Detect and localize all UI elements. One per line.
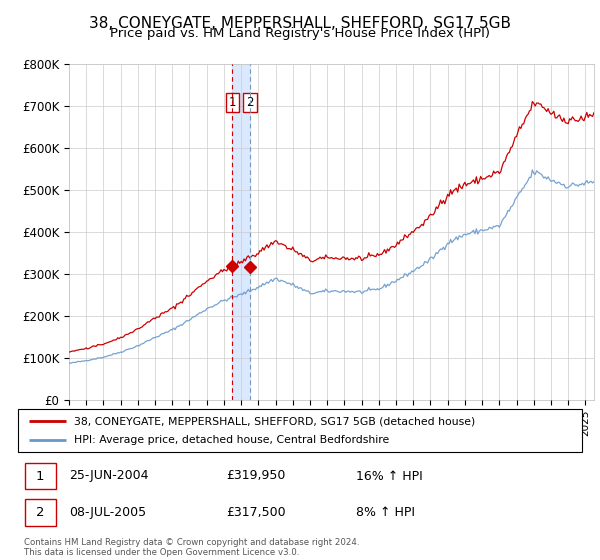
Text: 16% ↑ HPI: 16% ↑ HPI (356, 469, 423, 483)
Text: 1: 1 (36, 469, 44, 483)
Text: Price paid vs. HM Land Registry's House Price Index (HPI): Price paid vs. HM Land Registry's House … (110, 27, 490, 40)
Text: 1: 1 (229, 96, 236, 109)
Text: 2: 2 (36, 506, 44, 519)
Text: HPI: Average price, detached house, Central Bedfordshire: HPI: Average price, detached house, Cent… (74, 435, 389, 445)
Text: 8% ↑ HPI: 8% ↑ HPI (356, 506, 415, 519)
Text: 38, CONEYGATE, MEPPERSHALL, SHEFFORD, SG17 5GB: 38, CONEYGATE, MEPPERSHALL, SHEFFORD, SG… (89, 16, 511, 31)
Text: 2: 2 (247, 96, 254, 109)
Text: 08-JUL-2005: 08-JUL-2005 (69, 506, 146, 519)
Bar (25, 463, 56, 489)
Text: Contains HM Land Registry data © Crown copyright and database right 2024.
This d: Contains HM Land Registry data © Crown c… (24, 538, 359, 557)
Text: 38, CONEYGATE, MEPPERSHALL, SHEFFORD, SG17 5GB (detached house): 38, CONEYGATE, MEPPERSHALL, SHEFFORD, SG… (74, 416, 476, 426)
Bar (25, 499, 56, 526)
Text: £319,950: £319,950 (227, 469, 286, 483)
Text: 25-JUN-2004: 25-JUN-2004 (69, 469, 148, 483)
Text: £317,500: £317,500 (227, 506, 286, 519)
Bar (232, 64, 250, 400)
